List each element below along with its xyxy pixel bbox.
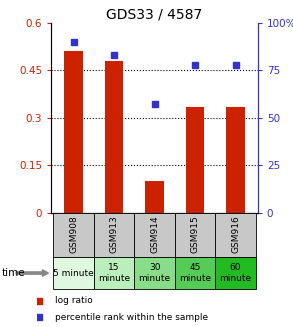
Bar <box>53 257 94 289</box>
Text: GSM913: GSM913 <box>110 216 119 253</box>
Text: 45
minute: 45 minute <box>179 263 211 283</box>
Bar <box>186 107 204 213</box>
Bar <box>175 213 215 257</box>
Text: GSM915: GSM915 <box>190 216 200 253</box>
Bar <box>94 213 134 257</box>
Bar <box>175 257 215 289</box>
Bar <box>53 213 94 257</box>
Text: log ratio: log ratio <box>55 296 93 305</box>
Bar <box>105 61 123 213</box>
Bar <box>215 257 256 289</box>
Text: 60
minute: 60 minute <box>219 263 252 283</box>
Bar <box>134 213 175 257</box>
Text: 15
minute: 15 minute <box>98 263 130 283</box>
Text: time: time <box>1 268 25 278</box>
Text: 5 minute: 5 minute <box>53 268 94 278</box>
Title: GDS33 / 4587: GDS33 / 4587 <box>106 8 203 22</box>
Bar <box>134 257 175 289</box>
Text: percentile rank within the sample: percentile rank within the sample <box>55 313 209 322</box>
Bar <box>145 181 164 213</box>
Bar <box>64 51 83 213</box>
Bar <box>94 257 134 289</box>
Bar <box>215 213 256 257</box>
Bar <box>226 107 245 213</box>
Text: GSM916: GSM916 <box>231 216 240 253</box>
Text: 30
minute: 30 minute <box>139 263 171 283</box>
Text: GSM914: GSM914 <box>150 216 159 253</box>
Text: GSM908: GSM908 <box>69 216 78 253</box>
